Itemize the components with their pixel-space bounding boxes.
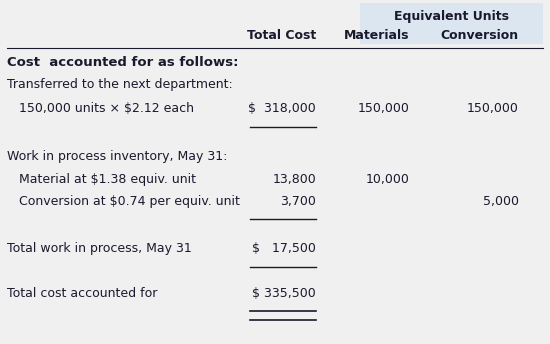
Text: Conversion: Conversion bbox=[441, 29, 519, 42]
Text: 13,800: 13,800 bbox=[272, 173, 316, 186]
Text: $   17,500: $ 17,500 bbox=[252, 242, 316, 255]
Text: Material at $1.38 equiv. unit: Material at $1.38 equiv. unit bbox=[7, 173, 196, 186]
FancyBboxPatch shape bbox=[360, 3, 543, 44]
Text: Total Cost: Total Cost bbox=[247, 29, 316, 42]
Text: Equivalent Units: Equivalent Units bbox=[394, 10, 509, 23]
Text: 10,000: 10,000 bbox=[365, 173, 409, 186]
Text: Transferred to the next department:: Transferred to the next department: bbox=[7, 78, 233, 92]
Text: 150,000 units × $2.12 each: 150,000 units × $2.12 each bbox=[7, 103, 194, 115]
Text: Conversion at $0.74 per equiv. unit: Conversion at $0.74 per equiv. unit bbox=[7, 195, 240, 208]
Text: $ 335,500: $ 335,500 bbox=[252, 287, 316, 300]
Text: Cost  accounted for as follows:: Cost accounted for as follows: bbox=[7, 56, 238, 69]
Text: Total work in process, May 31: Total work in process, May 31 bbox=[7, 242, 191, 255]
Text: 150,000: 150,000 bbox=[466, 103, 519, 115]
Text: $  318,000: $ 318,000 bbox=[248, 103, 316, 115]
Text: Total cost accounted for: Total cost accounted for bbox=[7, 287, 157, 300]
Text: Work in process inventory, May 31:: Work in process inventory, May 31: bbox=[7, 150, 227, 163]
Text: Materials: Materials bbox=[344, 29, 409, 42]
Text: 150,000: 150,000 bbox=[357, 103, 409, 115]
Text: 3,700: 3,700 bbox=[280, 195, 316, 208]
Text: 5,000: 5,000 bbox=[482, 195, 519, 208]
